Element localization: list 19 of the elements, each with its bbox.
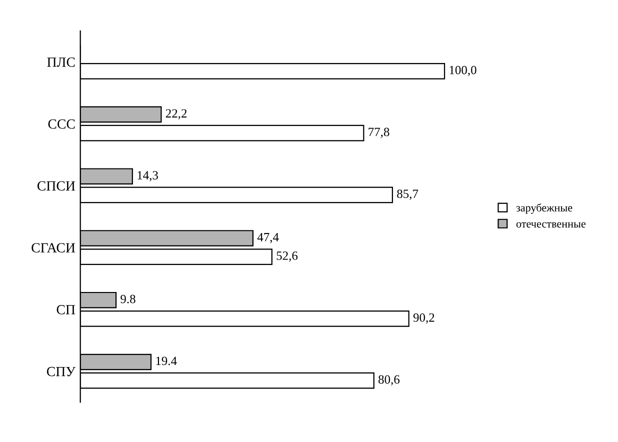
data-label: 100,0 — [450, 66, 476, 76]
data-label: 9.8 — [120, 294, 136, 304]
y-tick-label: ССС — [48, 119, 75, 129]
data-label: 77,8 — [368, 128, 390, 138]
data-label: 14,3 — [138, 171, 158, 182]
data-label: 19.4 — [156, 356, 177, 366]
legend-label: зарубежные — [516, 203, 572, 214]
data-label: 47,4 — [257, 233, 279, 244]
y-tick-label: СПУ — [46, 366, 76, 376]
data-label: 85,7 — [397, 190, 418, 200]
data-label: 90,2 — [413, 313, 434, 324]
data-label: 22,2 — [166, 109, 187, 120]
y-tick-label: ПЛС — [47, 58, 75, 67]
legend-label: отечественные — [516, 222, 586, 228]
y-tick-label: СП — [56, 305, 76, 314]
y-tick-label: СПСИ — [37, 181, 76, 191]
data-label: 52,6 — [276, 252, 298, 262]
y-tick-label: СГАСИ — [32, 243, 76, 252]
data-label: 80,6 — [378, 375, 400, 386]
